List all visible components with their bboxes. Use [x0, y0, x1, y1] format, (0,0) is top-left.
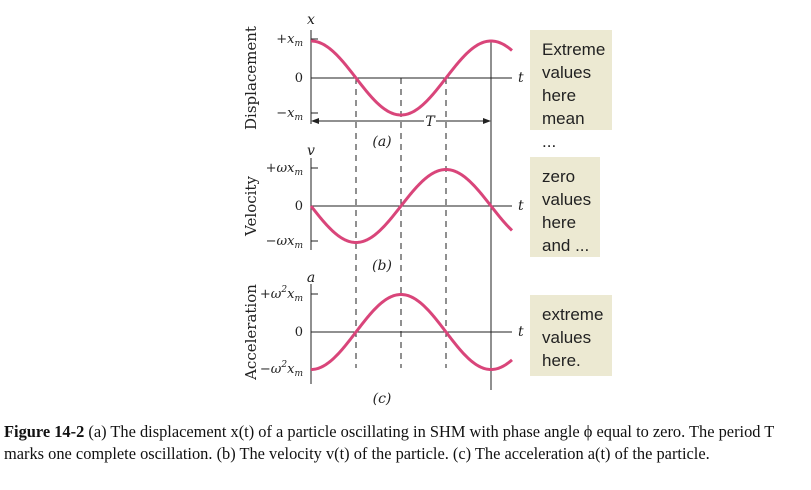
note-b-line: here — [542, 213, 577, 232]
note-c-line: values — [542, 328, 592, 347]
caption-label: Figure 14-2 — [4, 422, 85, 441]
panel-b-variable: v — [307, 143, 315, 159]
panel-c-tick-top-label: +ω2xm — [260, 285, 303, 304]
panel-c-time-label: t — [518, 324, 524, 340]
panel-c-tick-zero-label: 0 — [295, 325, 303, 340]
panel-b-time-label: t — [518, 198, 524, 214]
panel-a-tick-zero-label: 0 — [295, 71, 303, 86]
panel-c: a t +ω2xm 0 −ω2xm Acceleration (c) — [242, 270, 524, 407]
shm-figure: x t +xm 0 −xm Displacement T (a) v t +ωx… — [242, 12, 524, 407]
period-label: T — [425, 114, 436, 130]
note-c-line: extreme — [542, 305, 604, 324]
panel-c-tick-bottom-label: −ω2xm — [260, 360, 303, 379]
note-c-line: here. — [542, 351, 581, 370]
panel-b-tick-top-label: +ωxm — [266, 161, 303, 178]
period-markers — [355, 78, 447, 368]
note-b-line: values — [542, 190, 592, 209]
panel-b-tick-bottom-label: −ωxm — [266, 234, 303, 251]
note-b-line: and ... — [542, 236, 590, 255]
panel-a-tick-top-label: +xm — [276, 32, 303, 49]
displacement-curve — [310, 39, 513, 117]
note-b-line: zero — [542, 167, 576, 186]
figure-caption: Figure 14-2 (a) The displacement x(t) of… — [4, 421, 804, 464]
panel-b: v t +ωxm 0 −ωxm Velocity (b) — [242, 143, 524, 274]
panel-a-label: (a) — [372, 134, 391, 150]
velocity-curve — [309, 167, 514, 245]
acceleration-curve — [310, 292, 513, 372]
panel-b-label: (b) — [372, 258, 392, 274]
panel-a-axis-label: Displacement — [242, 26, 260, 130]
note-a: Extreme values here mean ... — [530, 30, 612, 151]
note-a-line: mean ... — [542, 109, 585, 151]
note-a-line: here — [542, 86, 577, 105]
note-a-line: values — [542, 63, 592, 82]
panel-a-variable: x — [307, 12, 315, 28]
note-a-line: Extreme — [542, 40, 606, 59]
panel-a-tick-bottom-label: −xm — [276, 106, 303, 123]
panel-b-tick-zero-label: 0 — [295, 199, 303, 214]
panel-a: x t +xm 0 −xm Displacement T (a) — [242, 12, 524, 150]
period-arrow: T — [311, 114, 491, 130]
panel-a-time-label: t — [518, 70, 524, 86]
caption-text: (a) The displacement x(t) of a particle … — [4, 422, 774, 463]
panel-b-axis-label: Velocity — [242, 176, 260, 237]
note-b: zero values here and ... — [530, 157, 600, 257]
note-c: extreme values here. — [530, 295, 612, 376]
panel-c-variable: a — [307, 270, 315, 286]
panel-c-label: (c) — [373, 391, 392, 407]
panel-c-axis-label: Acceleration — [242, 284, 260, 381]
